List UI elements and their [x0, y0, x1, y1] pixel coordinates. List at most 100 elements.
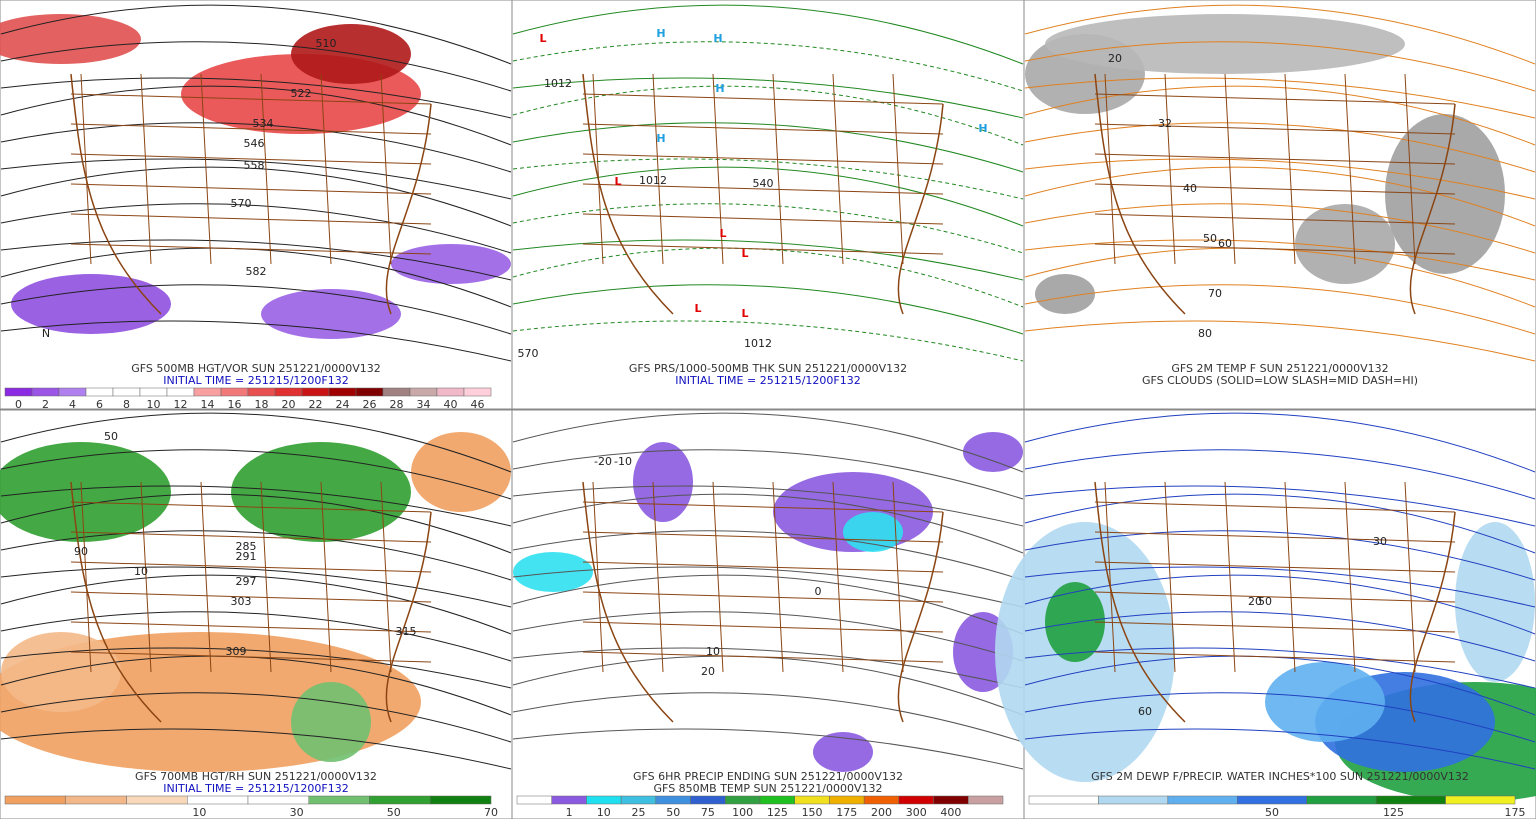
- colorbar-swatch: [794, 795, 830, 805]
- border: [70, 153, 432, 165]
- contour: [512, 320, 1024, 362]
- colorbar-swatch: [355, 387, 384, 397]
- map-label: H: [656, 132, 665, 145]
- contour: [0, 4, 512, 65]
- border: [70, 651, 432, 663]
- colorbar-swatch: [220, 387, 249, 397]
- colorbar-label: 4: [69, 398, 76, 411]
- border: [772, 481, 784, 673]
- colorbar-swatch: [620, 795, 657, 805]
- border: [832, 481, 844, 673]
- contour: [1024, 203, 1536, 254]
- contour: [512, 85, 1024, 146]
- contour: [512, 158, 1024, 200]
- map-label: L: [539, 32, 546, 45]
- colorbar-swatch: [430, 795, 492, 805]
- border: [1404, 481, 1416, 673]
- colorbar-label: 8: [123, 398, 130, 411]
- colorbar-swatch: [463, 387, 492, 397]
- colorbar-label: 30: [290, 806, 304, 819]
- colorbar-swatch: [193, 387, 222, 397]
- colorbar-swatch: [328, 387, 357, 397]
- contour: [0, 239, 512, 281]
- contour: [0, 166, 512, 227]
- colorbar-label: 200: [871, 806, 892, 819]
- contour: [1024, 239, 1536, 281]
- colorbar-swatch: [690, 795, 726, 805]
- field-fill: [411, 432, 511, 512]
- colorbar-swatch: [586, 795, 622, 805]
- caption: INITIAL TIME = 251215/1200F132: [163, 782, 348, 795]
- contour: [1024, 41, 1536, 92]
- field-fill: [1045, 14, 1405, 74]
- border: [70, 123, 432, 135]
- border: [582, 501, 944, 513]
- caption: GFS PRS/1000-500MB THK SUN 251221/0000V1…: [629, 362, 907, 375]
- map-label: 570: [231, 197, 252, 210]
- colorbar-swatch: [31, 387, 60, 397]
- contour: [0, 692, 512, 743]
- contour: [0, 728, 512, 770]
- contour: [512, 449, 1024, 500]
- map-label: 20: [701, 665, 715, 678]
- panel: 20 32 40 50 60 70 80 GFS 2M TEMP F SUN 251221/0…: [1023, 0, 1536, 410]
- border: [582, 621, 944, 633]
- border: [70, 591, 432, 603]
- colorbar-label: 34: [417, 398, 431, 411]
- border: [1094, 531, 1456, 543]
- border: [80, 481, 92, 673]
- field-fill: [11, 274, 171, 334]
- map-label: 60: [1218, 237, 1232, 250]
- contour: [1024, 647, 1536, 689]
- map-label: H: [656, 27, 665, 40]
- map-label: 10: [706, 645, 720, 658]
- colorbar-label: 100: [732, 806, 753, 819]
- border: [1404, 73, 1416, 265]
- border: [582, 93, 944, 105]
- border: [1344, 73, 1356, 265]
- contour: [1024, 530, 1536, 581]
- colorbar-label: 46: [471, 398, 485, 411]
- colorbar-swatch: [4, 387, 33, 397]
- border: [200, 73, 212, 265]
- colorbar-label: 25: [632, 806, 646, 819]
- border: [70, 621, 432, 633]
- contour: [0, 530, 512, 581]
- caption: GFS 850MB TEMP SUN 251221/0000V132: [654, 782, 883, 795]
- colorbar-label: 1: [566, 806, 573, 819]
- contour: [1024, 85, 1536, 146]
- colorbar-swatch: [274, 387, 303, 397]
- colorbar-label: 2: [42, 398, 49, 411]
- panel: L L L L L L H H H H H 1012 1012 1012 570 540 GFS PRS/100…: [511, 0, 1025, 410]
- field-fill: [1455, 522, 1535, 682]
- map-label: 1012: [544, 77, 572, 90]
- colorbar-swatch: [1028, 795, 1099, 805]
- colorbar-label: 22: [309, 398, 323, 411]
- contour: [512, 530, 1024, 581]
- map-label: L: [741, 247, 748, 260]
- colorbar-label: 24: [336, 398, 350, 411]
- map-label: H: [715, 82, 724, 95]
- border: [1224, 481, 1236, 673]
- colorbar-label: 70: [484, 806, 498, 819]
- border: [80, 73, 92, 265]
- field-fill: [0, 442, 171, 542]
- caption: GFS 700MB HGT/RH SUN 251221/0000V132: [135, 770, 377, 783]
- colorbar-label: 175: [836, 806, 857, 819]
- border: [70, 561, 432, 573]
- caption: INITIAL TIME = 251215/1200F132: [163, 374, 348, 387]
- contour: [1024, 284, 1536, 335]
- map-label: 510: [316, 37, 337, 50]
- colorbar-swatch: [551, 795, 587, 805]
- colorbar-label: 50: [387, 806, 401, 819]
- map-label: -10: [614, 455, 632, 468]
- colorbar-swatch: [308, 795, 370, 805]
- map-label: 570: [518, 347, 539, 360]
- field-fill: [391, 244, 511, 284]
- contour: [0, 158, 512, 200]
- border: [1104, 481, 1116, 673]
- colorbar-label: 12: [174, 398, 188, 411]
- contour: [0, 41, 512, 92]
